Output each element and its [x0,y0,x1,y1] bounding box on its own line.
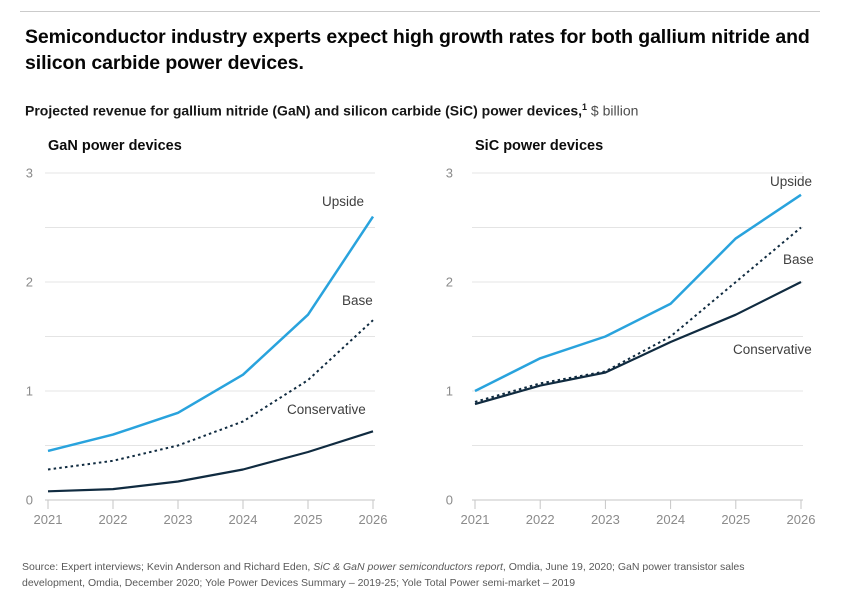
x-axis-label: 2024 [656,512,685,527]
x-axis-label: 2022 [526,512,555,527]
series-label-upside: Upside [322,194,365,209]
y-axis-label: 2 [26,275,33,290]
gan-chart-panel: GaN power devices 0 1 2 3 2021 2022 2023 2024 20… [20,138,440,538]
series-line-upside [474,193,802,393]
x-axis-label: 2021 [461,512,490,527]
y-axis-label: 1 [26,384,33,399]
series-line-conservative [474,281,802,406]
source-suffix: , Omdia, June 19, 2020; GaN power transi… [22,561,745,589]
subtitle-unit: $ billion [587,102,639,119]
y-axis-label: 3 [26,166,33,181]
x-axis-label: 2023 [164,512,193,527]
y-axis-label: 2 [446,275,453,290]
gan-chart-title: GaN power devices [48,138,182,154]
y-axis-label: 1 [446,384,453,399]
footnote-marker: 1 [582,102,588,112]
chart-subtitle: Projected revenue for gallium nitride (G… [25,102,835,119]
x-axis-label: 2021 [34,512,63,527]
x-axis-label: 2024 [229,512,258,527]
source-prefix: Source: Expert interviews; Kevin Anderso… [22,561,314,573]
series-line-base [47,319,374,471]
x-axis-label: 2023 [591,512,620,527]
page-title: Semiconductor industry experts expect hi… [25,26,810,74]
x-axis-label: 2025 [294,512,323,527]
series-label-base: Base [783,252,814,267]
top-divider [20,11,820,12]
source-note: Source: Expert interviews; Kevin Anderso… [22,560,794,592]
subtitle-text: Projected revenue for gallium nitride (G… [25,102,583,119]
x-axis-label: 2022 [99,512,128,527]
x-axis-label: 2025 [721,512,750,527]
series-label-upside: Upside [770,174,813,189]
gan-chart-plot: 0 1 2 3 2021 2022 2023 2024 2025 2026 [26,166,388,528]
series-line-base [474,226,802,403]
sic-chart-panel: SiC power devices 0 1 2 3 2021 2022 2023 2024 20… [440,138,860,538]
x-axis-label: 2026 [787,512,816,527]
sic-chart-plot: 0 1 2 3 2021 2022 2023 2024 2025 2026 [446,166,816,528]
y-axis-label: 3 [446,166,453,181]
source-report-title: SiC & GaN power semiconductors report [313,561,503,573]
series-line-upside [47,215,375,453]
y-axis-label: 0 [446,493,453,508]
y-axis-label: 0 [26,493,33,508]
series-label-base: Base [342,293,373,308]
series-label-conservative: Conservative [287,402,366,417]
x-axis-label: 2026 [359,512,388,527]
sic-chart-title: SiC power devices [475,138,604,154]
series-label-conservative: Conservative [733,342,812,357]
series-line-conservative [47,430,374,493]
